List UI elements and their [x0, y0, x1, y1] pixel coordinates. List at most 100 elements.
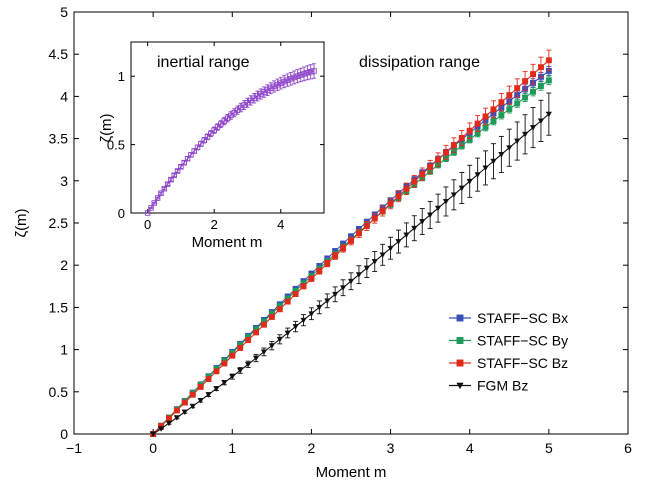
- main-data-point: [545, 111, 552, 118]
- main-data-point: [411, 178, 418, 185]
- main-data-point: [260, 349, 268, 356]
- main-data-point: [253, 329, 259, 336]
- main-x-tick-label: 0: [149, 440, 157, 456]
- main-data-point: [245, 337, 252, 344]
- main-y-tick-label: 4: [60, 88, 68, 104]
- main-data-point: [514, 85, 521, 92]
- main-data-point: [522, 94, 529, 101]
- main-y-tick-label: 1: [60, 342, 68, 358]
- inset-data-point: [144, 210, 151, 216]
- inset-data-point: [201, 137, 207, 143]
- inset-data-point: [171, 172, 178, 178]
- main-y-axis-label: ζ(m): [13, 208, 30, 237]
- main-data-point: [466, 127, 473, 134]
- main-y-tick-label: 4.5: [49, 46, 69, 62]
- inset-data-point: [311, 68, 317, 74]
- inset-data-point: [198, 141, 204, 147]
- main-data-point: [498, 112, 505, 119]
- legend-marker: [456, 382, 464, 390]
- dissipation-range-annotation: dissipation range: [359, 54, 480, 71]
- inset-data-point: [307, 69, 314, 75]
- main-series-layer: [150, 49, 552, 438]
- main-y-tick-label: 5: [60, 4, 68, 20]
- inset-data-point: [294, 73, 301, 79]
- main-data-point: [490, 118, 497, 125]
- legend-item-staff-sc-bx: STAFF−SC Bx: [449, 310, 568, 326]
- main-data-point: [427, 163, 434, 170]
- main-y-tick-label: 2.5: [49, 215, 69, 231]
- inset-data-point: [194, 144, 201, 151]
- inset-data-point: [158, 190, 164, 197]
- inset-data-point: [301, 71, 307, 77]
- main-data-point: [435, 156, 442, 163]
- legend-marker: [456, 314, 464, 322]
- inset-x-tick-label: 4: [277, 217, 284, 232]
- main-data-point: [529, 125, 537, 131]
- inset-data-point: [281, 78, 287, 85]
- inset-data-point: [297, 72, 304, 78]
- main-data-point: [458, 185, 465, 192]
- main-x-tick-label: 3: [387, 440, 395, 456]
- main-data-point: [244, 361, 252, 368]
- inset-series-layer: [144, 63, 317, 216]
- main-data-point: [308, 275, 315, 282]
- main-data-point: [537, 118, 545, 125]
- main-data-point: [498, 99, 505, 106]
- main-data-point: [506, 92, 513, 99]
- inset-data-point: [277, 80, 284, 86]
- main-data-point: [442, 199, 450, 205]
- main-data-point: [506, 145, 513, 151]
- legend-label: STAFF−SC Bz: [477, 355, 568, 371]
- main-data-point: [284, 298, 291, 305]
- inset-y-axis-label: ζ(m): [98, 113, 115, 142]
- main-data-point: [530, 71, 536, 78]
- main-data-point: [434, 205, 442, 212]
- main-data-point: [213, 386, 220, 392]
- main-data-point: [189, 403, 196, 410]
- inset-data-point: [284, 77, 291, 83]
- main-y-tick-label: 3.5: [49, 131, 69, 147]
- main-data-point: [213, 368, 220, 375]
- main-data-point: [324, 260, 331, 267]
- main-data-point: [395, 193, 402, 200]
- main-data-point: [197, 397, 204, 404]
- main-x-tick-label: −1: [66, 440, 82, 456]
- main-data-point: [237, 368, 244, 374]
- main-data-point: [443, 149, 449, 156]
- main-data-point: [419, 219, 426, 225]
- main-data-point: [379, 208, 386, 214]
- main-data-point: [450, 142, 457, 149]
- inertial-range-annotation: inertial range: [157, 54, 250, 71]
- main-y-tick-label: 0.5: [49, 384, 69, 400]
- legend-label: FGM Bz: [477, 378, 528, 394]
- main-data-point: [545, 77, 552, 84]
- inset-data-point: [188, 152, 194, 158]
- inset-x-tick-label: 0: [144, 217, 151, 232]
- inset-data-point: [148, 205, 154, 211]
- main-data-point: [324, 298, 331, 305]
- main-data-point: [316, 304, 323, 311]
- main-y-tick-label: 1.5: [49, 299, 69, 315]
- main-data-point: [427, 212, 434, 219]
- main-y-tick-label: 3: [60, 173, 68, 189]
- main-data-point: [355, 230, 362, 237]
- main-data-point: [458, 134, 465, 141]
- main-data-point: [411, 225, 418, 232]
- inset-data-point: [287, 76, 294, 82]
- main-data-point: [300, 283, 307, 290]
- inset-data-point: [218, 121, 224, 127]
- main-data-point: [450, 192, 458, 199]
- main-y-tick-label: 2: [60, 257, 68, 273]
- main-data-point: [229, 374, 236, 380]
- main-data-point: [181, 409, 188, 416]
- main-data-point: [205, 392, 212, 398]
- legend-marker: [456, 359, 464, 367]
- main-data-point: [521, 131, 529, 138]
- main-data-point: [300, 317, 307, 324]
- inset-data-point: [151, 200, 158, 206]
- main-data-point: [339, 285, 347, 291]
- main-data-point: [355, 272, 363, 278]
- inset-data-point: [268, 85, 274, 91]
- main-data-point: [292, 291, 299, 297]
